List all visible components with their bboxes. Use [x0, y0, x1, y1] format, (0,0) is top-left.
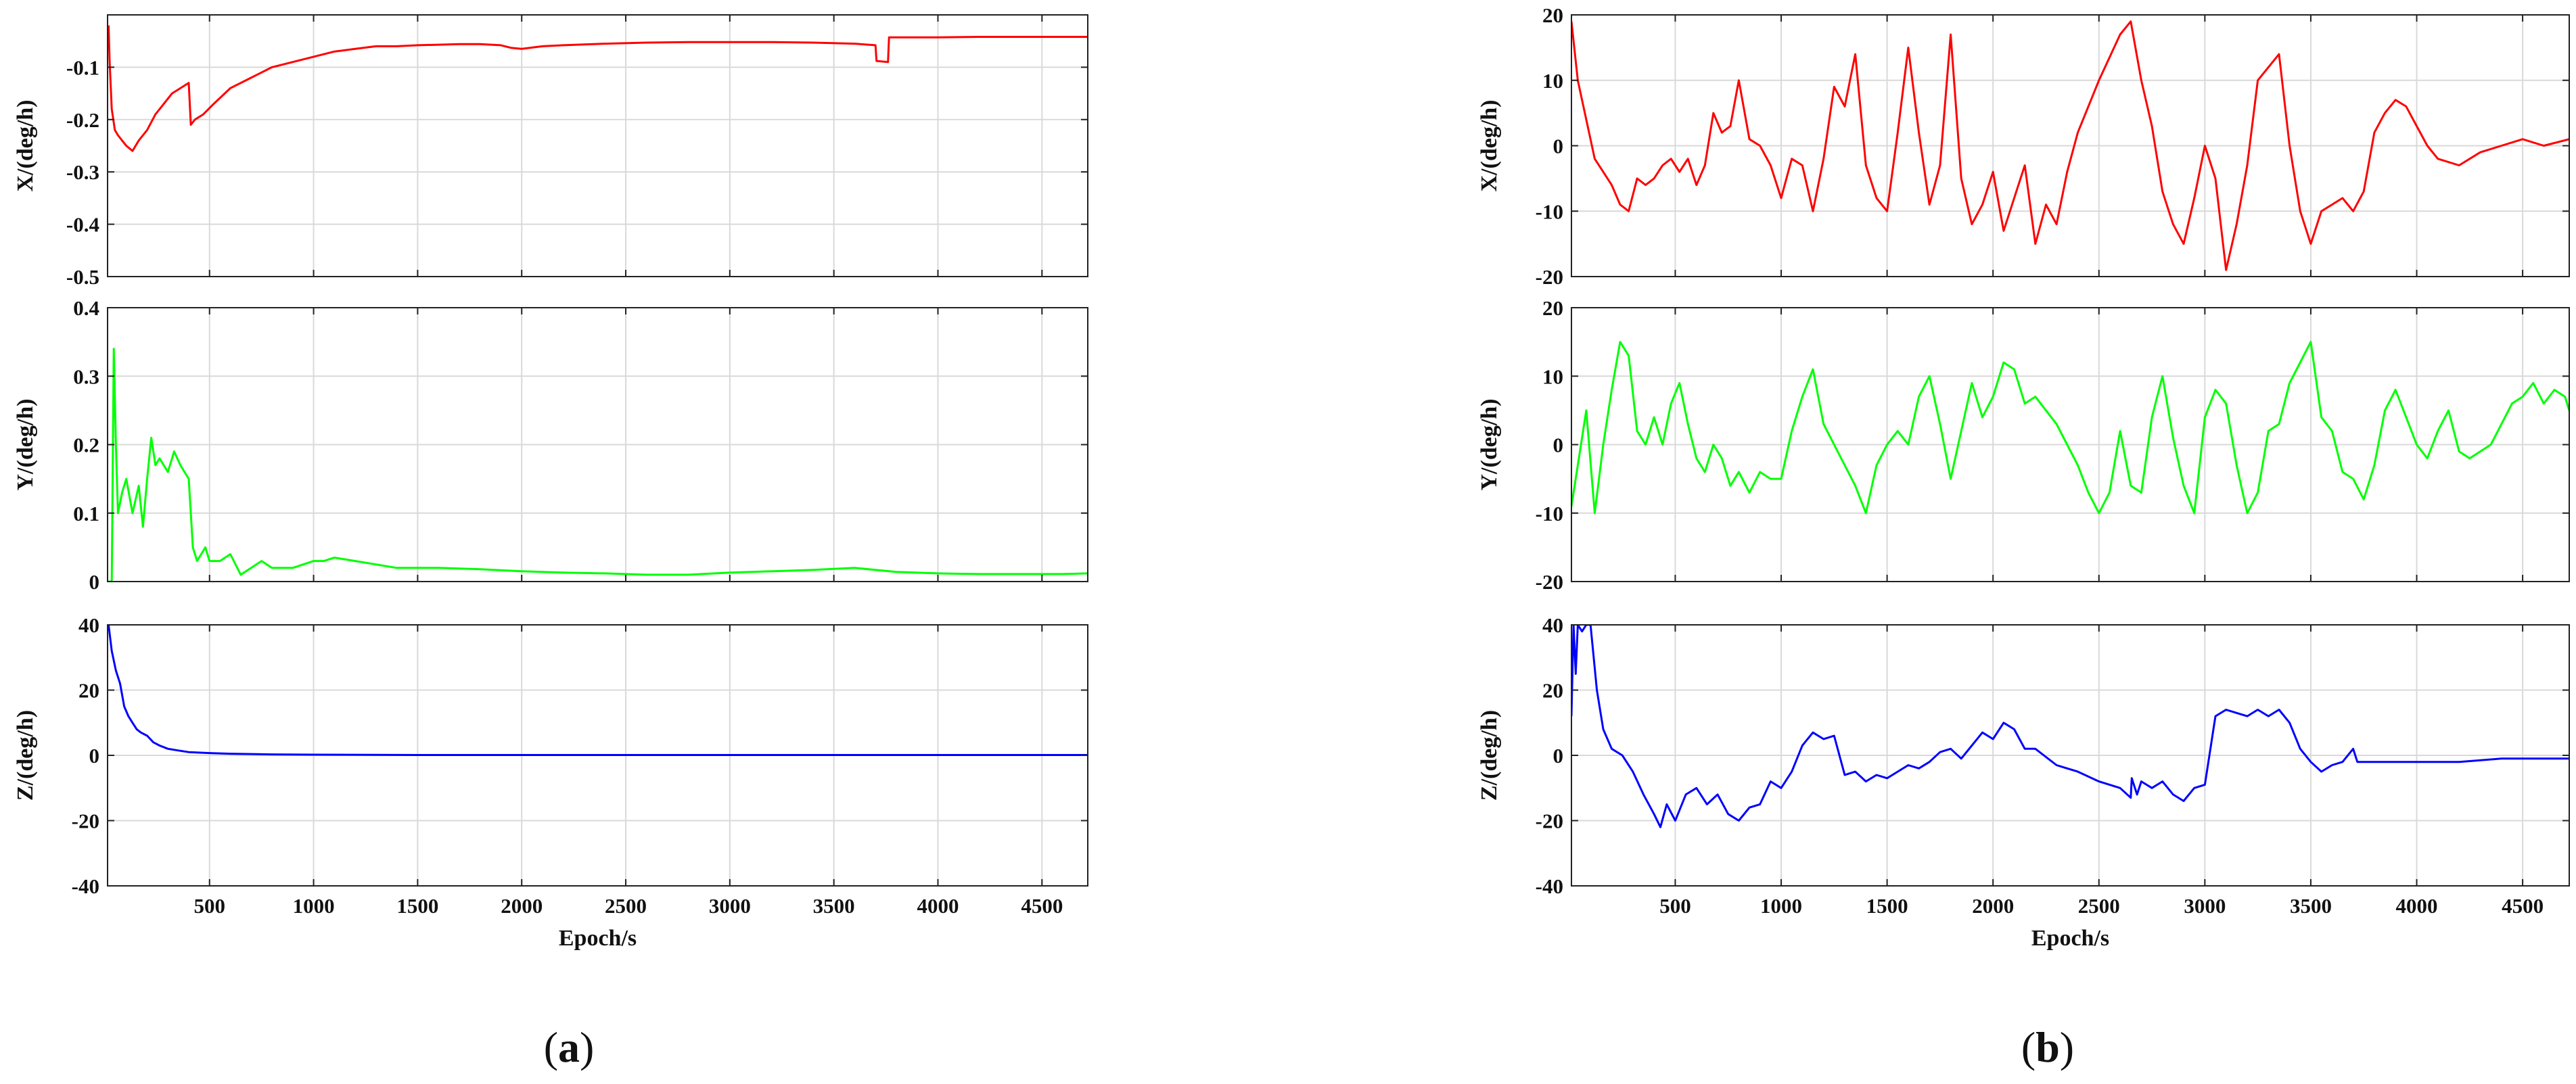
y-tick-label: -10 — [1536, 502, 1563, 525]
x-tick-label: 500 — [1659, 894, 1691, 918]
series-line — [108, 25, 1088, 152]
y-axis-title: X/(deg/h) — [13, 100, 38, 192]
y-tick-label: -0.4 — [66, 213, 99, 237]
y-tick-label: -10 — [1536, 199, 1563, 223]
y-tick-label: 10 — [1542, 364, 1563, 388]
y-tick-label: -20 — [1536, 265, 1563, 289]
x-tick-label: 3000 — [2184, 894, 2226, 918]
x-tick-label: 4000 — [2396, 894, 2438, 918]
subplot-b-3: 40 20 0 -20 -40 500 1000 1500 2000 2500 3000 3500 40… — [1477, 613, 2570, 918]
y-tick-label: 0 — [1553, 744, 1564, 768]
chart-panel-b: 20 10 0 -10 -20 X/(deg/h) 20 10 0 -10 -20 Y/(deg/h)… — [1477, 3, 2570, 951]
x-tick-label: 2500 — [605, 894, 647, 918]
x-axis-title: Epoch/s — [559, 926, 637, 951]
y-tick-label: -40 — [1536, 874, 1563, 898]
x-tick-label: 3500 — [2290, 894, 2332, 918]
plot-frame — [107, 14, 1088, 277]
y-tick-label: -0.1 — [66, 55, 99, 79]
y-axis-title: Y/(deg/h) — [13, 399, 38, 491]
x-tick-label: 2500 — [2078, 894, 2120, 918]
x-tick-label: 1000 — [1760, 894, 1802, 918]
y-tick-label: -0.3 — [66, 160, 99, 184]
y-tick-label: 0.2 — [73, 433, 99, 457]
x-tick-label: 3500 — [813, 894, 855, 918]
y-tick-label: 40 — [1542, 613, 1563, 637]
panel-label-a: (a) — [544, 1023, 595, 1071]
y-tick-label: 0.3 — [73, 364, 99, 388]
y-tick-label: 20 — [1542, 296, 1563, 320]
y-tick-label: 0 — [89, 570, 100, 594]
x-tick-label: 500 — [193, 894, 225, 918]
y-axis-title: Z/(deg/h) — [1477, 710, 1502, 801]
y-tick-label: -40 — [72, 874, 99, 898]
x-tick-label: 2000 — [1972, 894, 2014, 918]
x-tick-label: 4500 — [1021, 894, 1063, 918]
y-tick-label: 0 — [89, 744, 100, 768]
y-tick-label: 0 — [1553, 433, 1564, 457]
y-tick-label: -0.5 — [66, 265, 99, 289]
y-tick-label: 40 — [78, 613, 99, 637]
y-tick-label: 0.1 — [73, 502, 99, 525]
y-tick-label: 0 — [1553, 135, 1564, 158]
y-tick-label: 20 — [1542, 679, 1563, 703]
y-tick-label: 20 — [1542, 3, 1563, 27]
y-tick-label: -20 — [1536, 809, 1563, 833]
x-tick-label: 4000 — [917, 894, 959, 918]
x-tick-label: 1000 — [293, 894, 335, 918]
x-tick-label: 1500 — [1866, 894, 1908, 918]
series-line — [1571, 20, 2569, 271]
subplot-a-2: 0.4 0.3 0.2 0.1 0 Y/(deg/h) — [13, 296, 1088, 594]
y-tick-label: -20 — [72, 809, 99, 833]
charts-group: -0.1-0.2-0.3-0.4-0.5X/(deg/h)0.40.30.20.… — [13, 3, 2570, 951]
x-tick-label: 4500 — [2502, 894, 2544, 918]
y-axis-title: Z/(deg/h) — [13, 710, 38, 801]
y-tick-label: -20 — [1536, 570, 1563, 594]
y-axis-title: X/(deg/h) — [1477, 100, 1502, 192]
subplot-b-2: 20 10 0 -10 -20 Y/(deg/h) — [1477, 296, 2570, 594]
chart-panel-a: -0.1-0.2-0.3-0.4-0.5X/(deg/h)0.40.30.20.… — [13, 14, 1088, 951]
y-tick-label: 0.4 — [73, 296, 99, 320]
x-tick-label: 2000 — [501, 894, 543, 918]
x-axis-title: Epoch/s — [2031, 926, 2109, 951]
y-axis-title: Y/(deg/h) — [1477, 399, 1502, 491]
x-tick-label: 3000 — [709, 894, 751, 918]
series-line — [108, 348, 1088, 582]
subplot-b-1: 20 10 0 -10 -20 X/(deg/h) — [1477, 3, 2570, 289]
series-line — [1571, 625, 2569, 828]
y-tick-label: 20 — [78, 679, 99, 703]
series-line — [108, 625, 1088, 756]
y-tick-label: 10 — [1542, 69, 1563, 93]
series-line — [1571, 341, 2569, 515]
subplot-a-1: -0.1 -0.2 -0.3 -0.4 -0.5 X/(deg/h) — [13, 14, 1088, 289]
subplot-a-3: 40 20 0 -20 -40 500 1000 1500 2000 2500 3000 3500 40… — [13, 613, 1088, 918]
x-tick-label: 1500 — [396, 894, 438, 918]
y-tick-label: -0.2 — [66, 108, 99, 132]
panel-label-b: (b) — [2021, 1023, 2074, 1071]
